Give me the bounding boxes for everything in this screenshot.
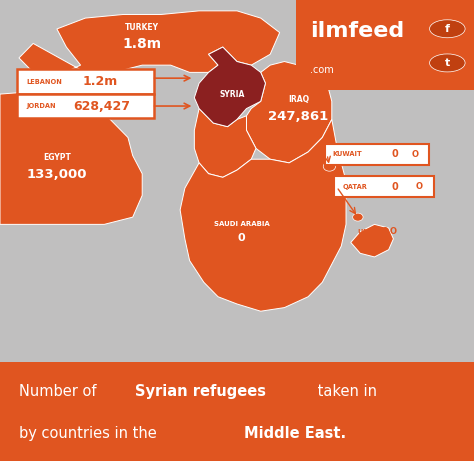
Text: KUWAIT: KUWAIT xyxy=(333,151,363,157)
Text: Number of: Number of xyxy=(19,384,101,399)
Text: 0: 0 xyxy=(382,227,388,236)
Polygon shape xyxy=(0,90,142,225)
Text: 0: 0 xyxy=(238,233,246,243)
Circle shape xyxy=(353,213,363,221)
Polygon shape xyxy=(351,225,393,257)
Text: f: f xyxy=(445,24,450,34)
Text: 133,000: 133,000 xyxy=(27,168,87,181)
Circle shape xyxy=(429,54,465,72)
Circle shape xyxy=(429,20,465,38)
FancyBboxPatch shape xyxy=(17,94,154,118)
Polygon shape xyxy=(194,47,265,127)
Text: O: O xyxy=(390,227,397,236)
Text: IRAQ: IRAQ xyxy=(288,95,309,104)
Text: ilmfeed: ilmfeed xyxy=(310,22,405,41)
Polygon shape xyxy=(19,11,280,76)
Text: SYRIA: SYRIA xyxy=(219,89,245,99)
Text: 1.2m: 1.2m xyxy=(83,75,118,89)
Text: Syrian refugees: Syrian refugees xyxy=(135,384,266,399)
Text: taken in: taken in xyxy=(313,384,377,399)
Text: O: O xyxy=(411,150,418,159)
Text: JORDAN: JORDAN xyxy=(26,103,56,109)
Text: QATAR: QATAR xyxy=(342,184,367,190)
Polygon shape xyxy=(246,61,332,163)
Text: 628,427: 628,427 xyxy=(73,100,130,112)
Circle shape xyxy=(323,162,336,171)
Text: LEBANON: LEBANON xyxy=(26,79,62,85)
Text: 247,861: 247,861 xyxy=(268,110,329,123)
Text: 0: 0 xyxy=(391,149,398,159)
FancyBboxPatch shape xyxy=(325,144,429,165)
Text: EGYPT: EGYPT xyxy=(43,153,71,162)
FancyBboxPatch shape xyxy=(17,70,154,94)
Text: 0: 0 xyxy=(391,182,398,192)
Polygon shape xyxy=(180,119,346,311)
Text: by countries in the: by countries in the xyxy=(19,426,161,441)
Polygon shape xyxy=(194,109,256,177)
Text: 1.8m: 1.8m xyxy=(123,37,162,51)
Text: O: O xyxy=(416,182,423,191)
FancyBboxPatch shape xyxy=(334,176,434,197)
Text: t: t xyxy=(445,58,450,68)
Text: .com: .com xyxy=(310,65,334,75)
Text: Middle East.: Middle East. xyxy=(244,426,346,441)
Text: TURKEY: TURKEY xyxy=(125,23,159,32)
Text: SAUDI ARABIA: SAUDI ARABIA xyxy=(214,221,270,227)
Text: UAE: UAE xyxy=(358,229,373,235)
